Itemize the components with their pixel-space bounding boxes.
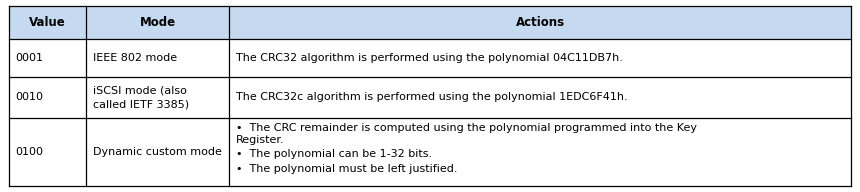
Text: •  The polynomial can be 1-32 bits.: • The polynomial can be 1-32 bits. (237, 149, 433, 159)
Bar (9, 6, 86, 39)
Text: •  The polynomial must be left justified.: • The polynomial must be left justified. (237, 164, 458, 174)
Text: IEEE 802 mode: IEEE 802 mode (93, 53, 177, 63)
Text: The CRC32c algorithm is performed using the polynomial 1EDC6F41h.: The CRC32c algorithm is performed using … (237, 92, 628, 103)
Text: The CRC32 algorithm is performed using the polynomial 04C11DB7h.: The CRC32 algorithm is performed using t… (237, 53, 624, 63)
Text: Value: Value (29, 16, 65, 29)
Text: 0100: 0100 (15, 147, 44, 157)
Bar (86, 6, 230, 39)
Bar (230, 6, 851, 39)
Text: 0001: 0001 (15, 53, 44, 63)
Text: Mode: Mode (139, 16, 175, 29)
Text: 0010: 0010 (15, 92, 44, 103)
Text: •  The CRC remainder is computed using the polynomial programmed into the Key
Re: • The CRC remainder is computed using th… (237, 123, 697, 145)
Text: Dynamic custom mode: Dynamic custom mode (93, 147, 222, 157)
Text: Actions: Actions (516, 16, 565, 29)
Text: iSCSI mode (also
called IETF 3385): iSCSI mode (also called IETF 3385) (93, 86, 189, 109)
